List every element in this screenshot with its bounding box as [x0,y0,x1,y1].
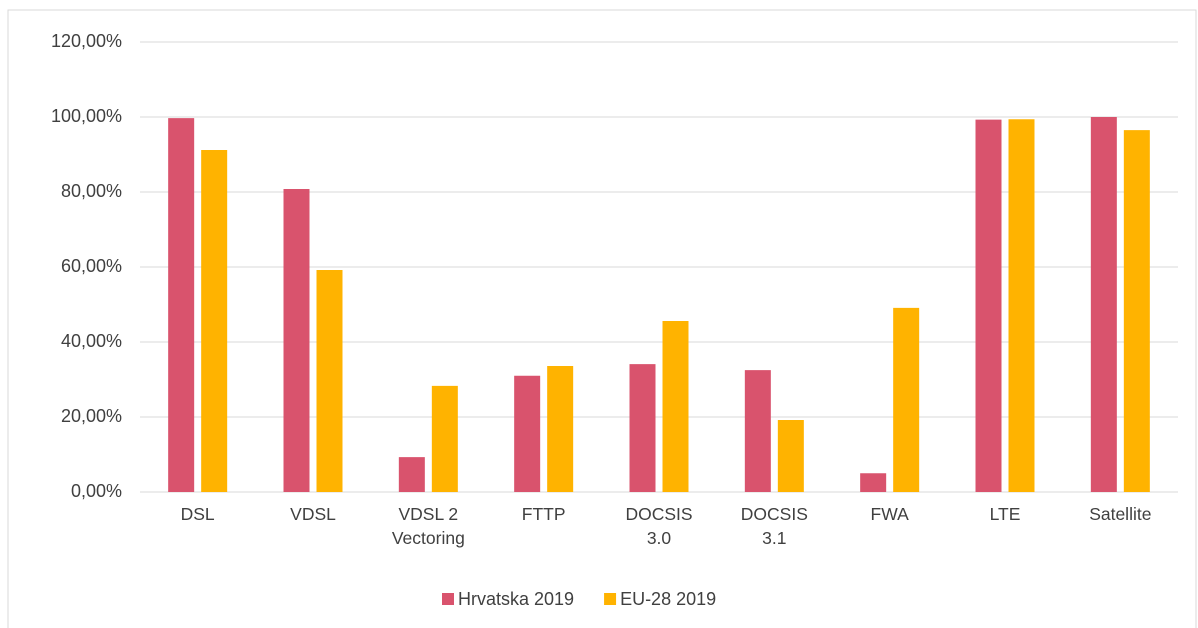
legend-label: EU-28 2019 [620,589,716,609]
bar [316,270,343,492]
x-tick-label: Satellite [1089,504,1152,524]
x-tick-label: LTE [989,504,1021,524]
x-tick-label: DOCSIS 3.1 [740,504,808,548]
bar [547,366,574,492]
x-tick-label: DSL [180,504,215,524]
y-tick-label: 0,00% [71,481,122,501]
x-tick-label: FTTP [521,504,566,524]
x-tick-label: FWA [870,504,909,524]
bar [201,150,228,492]
bar [744,370,771,492]
legend-swatch [604,593,617,605]
bar [514,375,541,492]
x-tick-label: VDSL 2 Vectoring [391,504,465,548]
x-tick-label: DOCSIS 3.0 [625,504,693,548]
bar [1008,119,1035,492]
bar [893,307,920,492]
y-tick-label: 120,00% [51,31,122,51]
bar [168,118,195,492]
bar [398,457,425,492]
bar [1090,117,1117,492]
legend-swatch [442,593,454,605]
y-tick-label: 40,00% [61,331,122,351]
y-tick-label: 100,00% [51,106,122,126]
bar [431,385,458,492]
bar [777,420,804,492]
bar [283,189,310,492]
bar [1123,130,1150,492]
bar [975,119,1002,492]
chart-border [7,9,1197,628]
bar [662,321,689,492]
bar [629,364,656,492]
y-tick-label: 80,00% [61,181,122,201]
x-tick-label: VDSL [290,504,336,524]
y-tick-label: 60,00% [61,256,122,276]
y-tick-label: 20,00% [61,406,122,426]
legend-label: Hrvatska 2019 [458,589,574,609]
bar [860,473,887,492]
